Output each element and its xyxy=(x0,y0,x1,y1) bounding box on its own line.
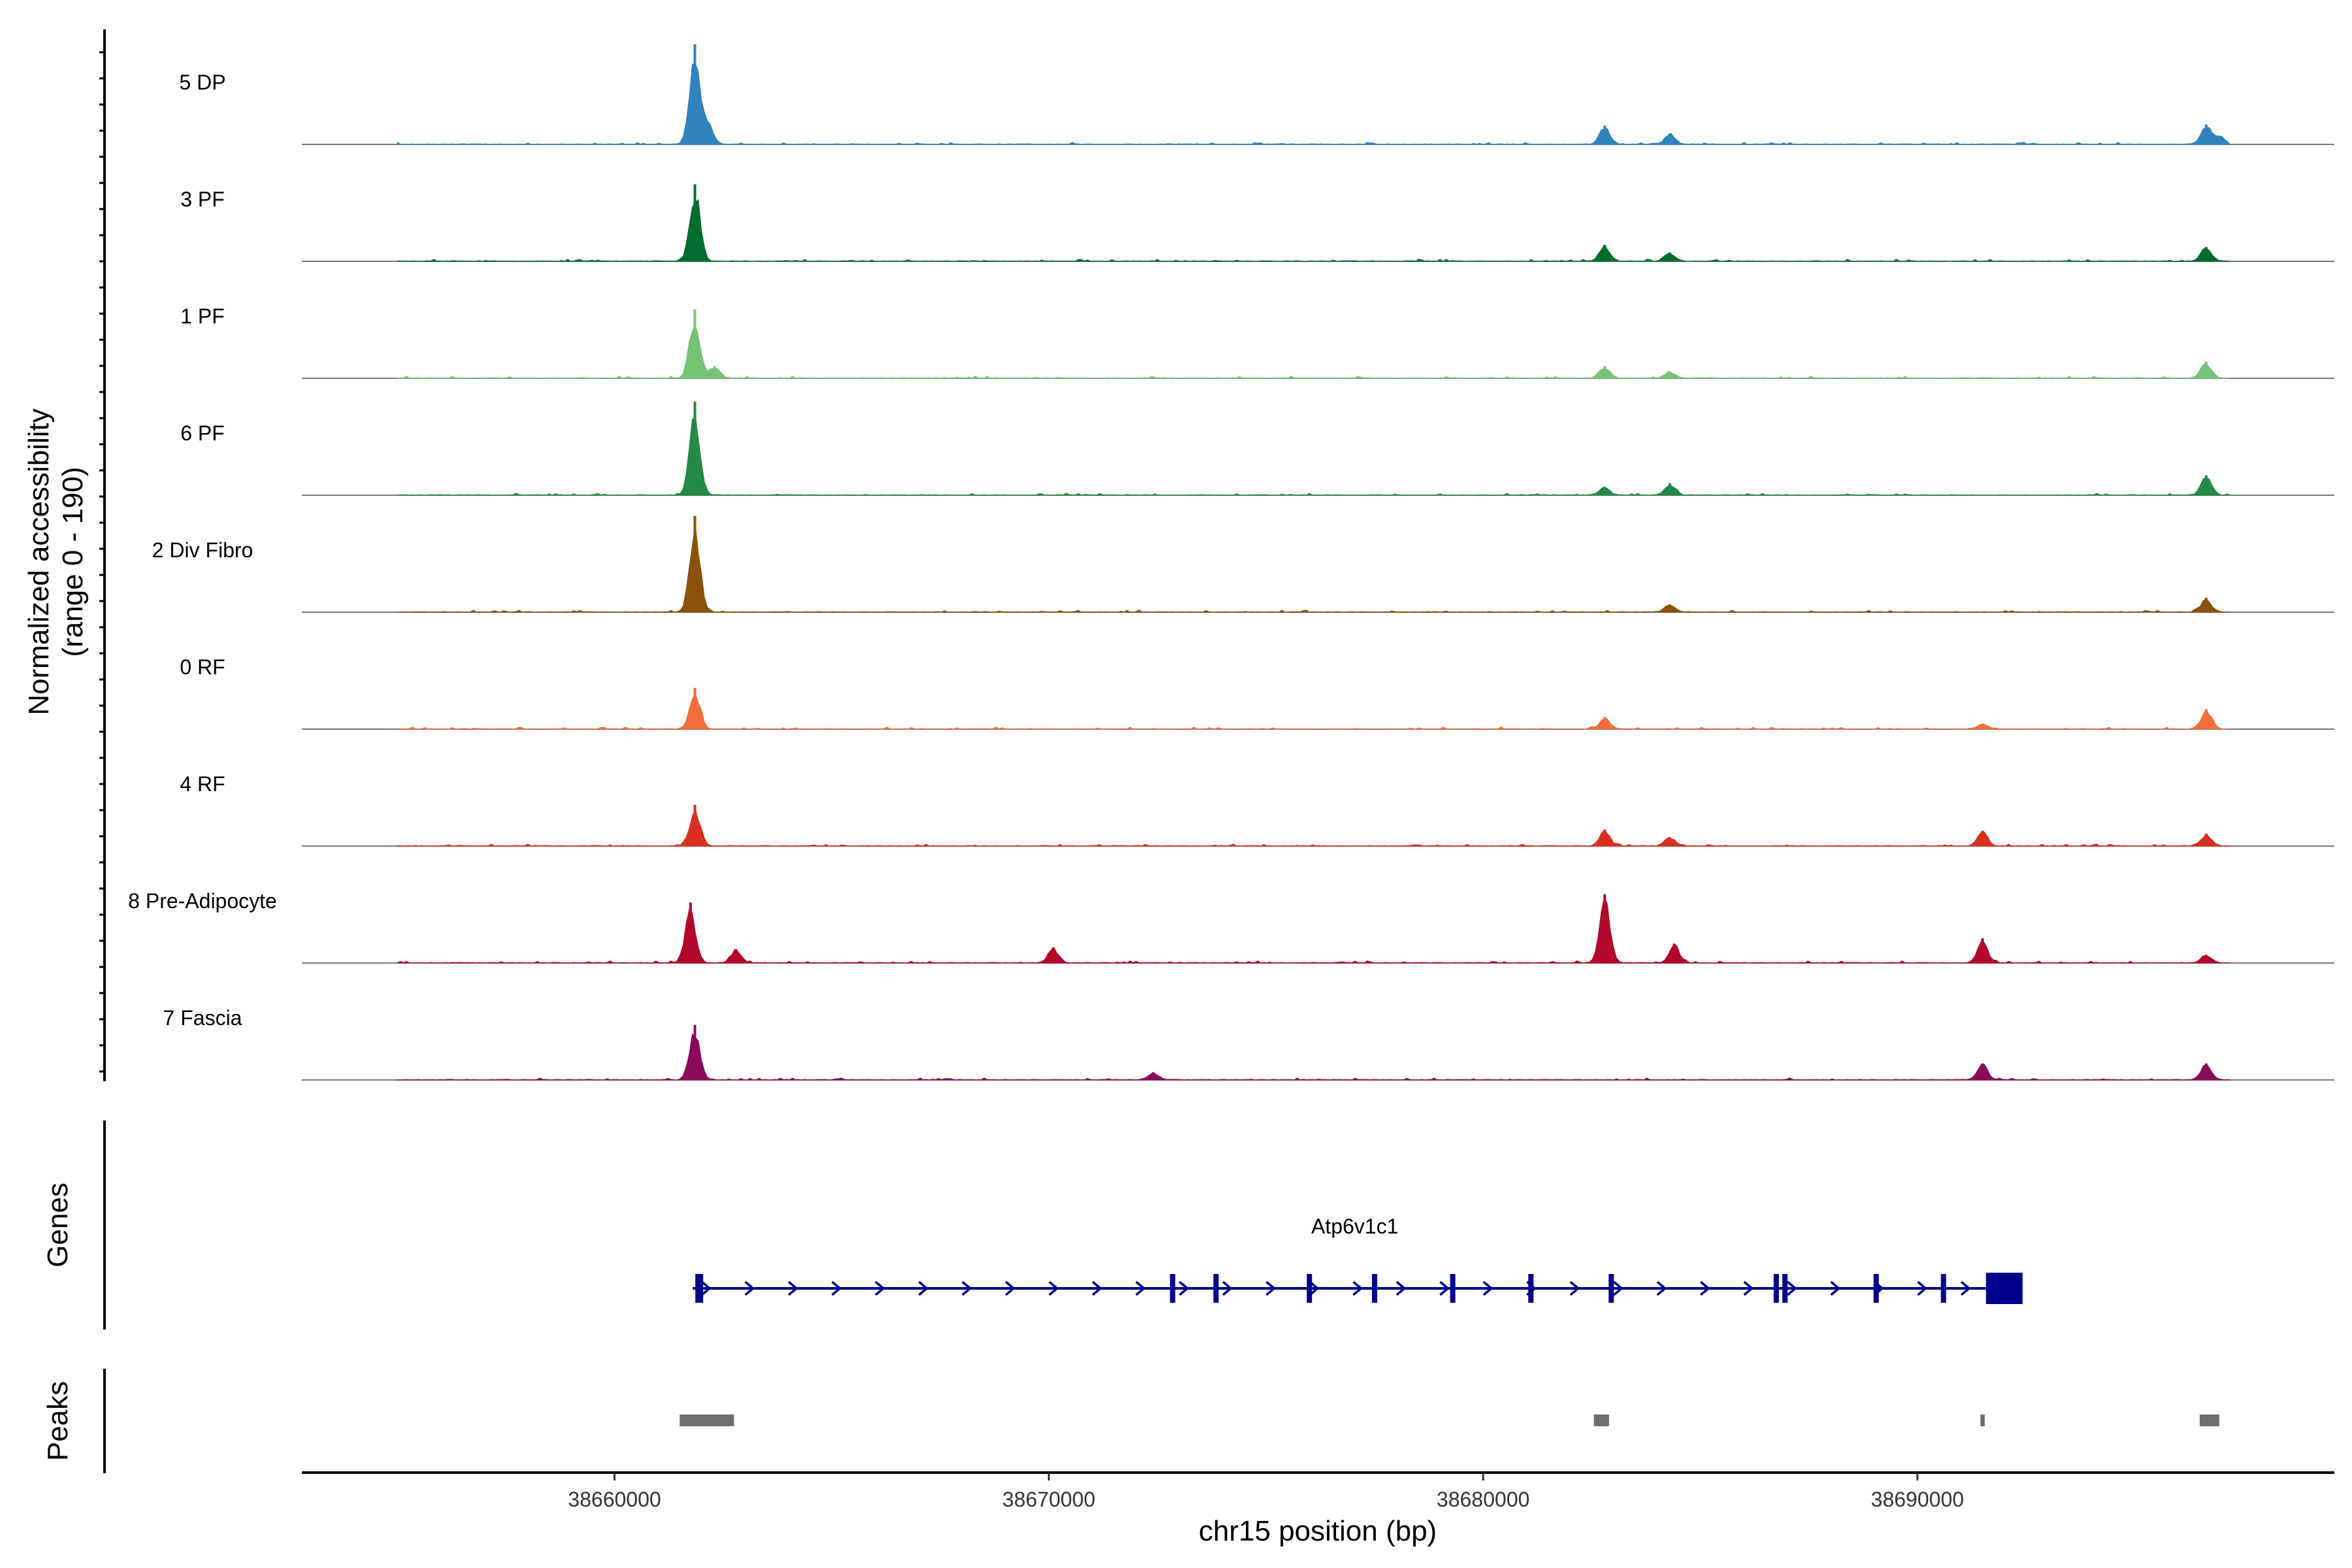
exon xyxy=(1213,1274,1219,1303)
track-label: 7 Fascia xyxy=(163,1006,242,1030)
strand-arrow xyxy=(1656,1281,1667,1296)
coverage-area xyxy=(397,199,2230,262)
x-axis-title: chr15 position (bp) xyxy=(1199,1515,1437,1547)
coverage-area xyxy=(397,416,2230,496)
strand-arrow xyxy=(1135,1281,1146,1296)
exon xyxy=(1873,1274,1879,1303)
strand-arrow xyxy=(1092,1281,1103,1296)
exon xyxy=(695,1274,704,1303)
exon xyxy=(1528,1274,1534,1303)
coverage-area xyxy=(397,323,2230,379)
exon xyxy=(1782,1274,1788,1303)
coverage-track: 7 Fascia xyxy=(163,1006,2334,1081)
strand-arrow xyxy=(1743,1281,1754,1296)
strand-arrow xyxy=(1309,1281,1320,1296)
strand-arrow xyxy=(1699,1281,1710,1296)
coverage-track: 3 PF xyxy=(180,184,2334,262)
strand-arrow xyxy=(1482,1281,1494,1296)
x-axis-ticks: 38660000 38670000 38680000 38690000 xyxy=(568,1473,1964,1511)
gene-name-label: Atp6v1c1 xyxy=(1311,1215,1398,1238)
exon xyxy=(1307,1274,1313,1303)
track-label: 6 PF xyxy=(180,421,225,445)
exon xyxy=(1985,1273,2023,1304)
strand-arrow xyxy=(744,1281,755,1296)
exon xyxy=(1371,1274,1377,1303)
strand-arrow xyxy=(1786,1281,1797,1296)
track-label: 8 Pre-Adipocyte xyxy=(128,889,277,913)
strand-arrow xyxy=(1179,1281,1190,1296)
y-axis-title-line2: (range 0 - 190) xyxy=(57,466,89,657)
track-label: 0 RF xyxy=(180,655,225,679)
coverage-track: 4 RF xyxy=(180,772,2334,847)
exon xyxy=(1940,1274,1946,1303)
strand-arrow xyxy=(918,1281,929,1296)
strand-arrow xyxy=(1830,1281,1841,1296)
track-label: 2 Div Fibro xyxy=(152,538,253,562)
track-label: 3 PF xyxy=(180,188,225,211)
strand-arrow xyxy=(874,1281,885,1296)
peaks-track xyxy=(679,1414,2219,1426)
gene-model: Atp6v1c1 xyxy=(693,1215,2023,1304)
strand-arrow xyxy=(1048,1281,1059,1296)
strand-arrow xyxy=(1613,1281,1624,1296)
y-axis-title-line1: Normalized accessibility xyxy=(23,408,55,715)
strand-arrow xyxy=(1569,1281,1580,1296)
track-label: 1 PF xyxy=(180,304,225,328)
track-label: 4 RF xyxy=(180,772,225,796)
x-tick-label: 38680000 xyxy=(1437,1488,1529,1511)
x-tick-label: 38690000 xyxy=(1871,1488,1964,1511)
strand-arrow xyxy=(1439,1281,1450,1296)
track-label: 5 DP xyxy=(179,71,225,94)
coverage-area xyxy=(397,1033,2230,1081)
y-axis-title: Normalized accessibility (range 0 - 190) xyxy=(23,408,89,715)
strand-arrow xyxy=(961,1281,972,1296)
strand-arrow xyxy=(701,1281,711,1296)
coverage-tracks: 5 DP 3 PF 1 PF 6 PF 2 Div Fibro 0 RF 4 RF 8 Pre… xyxy=(128,44,2334,1081)
strand-arrow xyxy=(788,1281,798,1296)
coverage-track: 6 PF xyxy=(180,401,2334,496)
coverage-track: 8 Pre-Adipocyte xyxy=(128,889,2334,964)
strand-arrow xyxy=(1005,1281,1016,1296)
coverage-area xyxy=(397,895,2230,964)
strand-arrow xyxy=(1396,1281,1407,1296)
coverage-track: 5 DP xyxy=(179,44,2334,145)
coverage-track: 2 Div Fibro xyxy=(152,515,2334,613)
exon xyxy=(1169,1274,1175,1303)
x-tick-label: 38670000 xyxy=(1002,1488,1095,1511)
coverage-track: 1 PF xyxy=(180,304,2334,379)
peak-region xyxy=(679,1414,734,1426)
coverage-area xyxy=(397,808,2230,847)
strand-arrow xyxy=(1960,1281,1971,1296)
exon xyxy=(1609,1274,1614,1303)
strand-arrow xyxy=(1352,1281,1364,1296)
gene-track: Atp6v1c1 xyxy=(693,1215,2023,1304)
x-tick-label: 38660000 xyxy=(568,1488,661,1511)
coverage-area xyxy=(397,693,2230,730)
peak-region xyxy=(2199,1414,2219,1426)
genes-track-label: Genes xyxy=(42,1183,74,1267)
coverage-area xyxy=(397,63,2231,145)
strand-arrow xyxy=(831,1281,842,1296)
peak-region xyxy=(1980,1414,1985,1426)
strand-arrow xyxy=(1917,1281,1928,1296)
coverage-track: 0 RF xyxy=(180,655,2334,730)
peak-region xyxy=(1593,1414,1609,1426)
exon xyxy=(1450,1274,1456,1303)
strand-arrow xyxy=(1222,1281,1233,1296)
peaks-track-label: Peaks xyxy=(42,1381,74,1461)
strand-arrow xyxy=(1266,1281,1277,1296)
exon xyxy=(1773,1274,1779,1303)
coverage-area xyxy=(397,523,2230,613)
